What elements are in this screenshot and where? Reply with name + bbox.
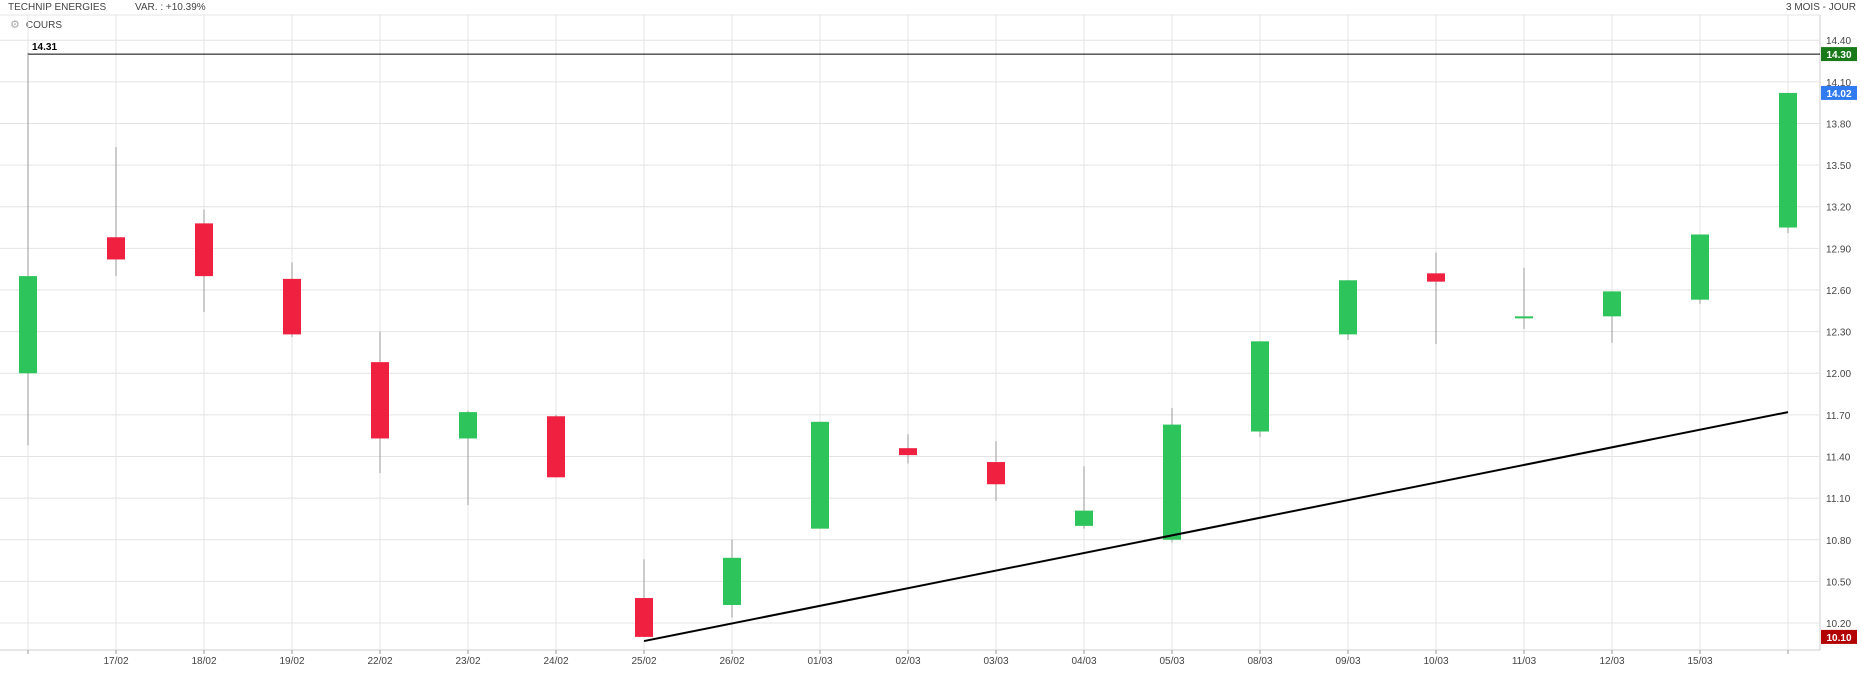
x-tick-label: 01/03 [807,656,832,667]
x-tick-label: 19/02 [279,656,304,667]
price-badge [1821,85,1857,100]
price-badges: 14.30 14.02 10.10 [1821,47,1857,644]
candle-down [1427,273,1445,282]
y-tick-label: 12.30 [1826,328,1851,339]
x-tick-label: 17/02 [103,656,128,667]
candle-down [283,278,301,335]
y-tick-label: 13.20 [1826,203,1851,214]
trendline [643,411,1789,643]
series-label: COURS [25,20,62,31]
x-tick-label: 12/03 [1599,656,1624,667]
candle-down [107,237,125,260]
candle-up [459,412,477,439]
candle-down [899,448,917,456]
y-tick-label: 12.00 [1826,369,1851,380]
price-badge [1821,47,1857,62]
x-tick-label: 18/02 [191,656,216,667]
candle-up [1779,92,1797,228]
x-tick-label: 02/03 [895,656,920,667]
gear-icon[interactable]: ⚙ [10,19,20,31]
x-tick-label: 04/03 [1071,656,1096,667]
candle-up [1691,234,1709,300]
candle-up [1339,280,1357,335]
y-tick-label: 13.50 [1826,161,1851,172]
candle-up [19,276,37,374]
x-tick-label: 22/02 [367,656,392,667]
candle-up [1163,424,1181,540]
candle-down [987,462,1005,485]
x-tick-label: 03/03 [983,656,1008,667]
y-tick-label: 13.80 [1826,119,1851,130]
y-tick-label: 12.90 [1826,244,1851,255]
candles [19,52,1797,637]
period-selector[interactable]: 3 MOIS - JOUR [1785,2,1856,13]
y-tick-label: 10.80 [1826,536,1851,547]
candle-up [723,557,741,605]
x-tick-label: 05/03 [1159,656,1184,667]
price-badge [1821,629,1857,644]
y-tick-label: 11.70 [1826,411,1851,422]
candle-down [195,223,213,277]
y-tick-label: 12.60 [1826,286,1851,297]
x-tick-label: 23/02 [455,656,480,667]
candle-down [547,416,565,478]
variation-value: VAR. : +10.39% [134,2,206,13]
x-axis: 17/02 18/02 19/02 22/02 23/02 24/02 25/02 26/02… [103,656,1712,667]
y-tick-label: 10.50 [1826,577,1851,588]
candle-down [371,362,389,439]
instrument-name: TECHNIP ENERGIES [8,2,107,13]
y-tick-label: 11.40 [1826,453,1851,464]
high-line-label: 14.31 [32,42,57,53]
y-axis: 10.20 10.50 10.80 11.10 11.40 11.70 12.00 12.30… [1826,36,1851,630]
price-badge-label: 14.30 [1826,50,1851,61]
y-tick-label: 14.10 [1826,78,1851,89]
x-tick-label: 24/02 [543,656,568,667]
chart-header: TECHNIP ENERGIES VAR. : +10.39% [8,2,232,13]
candle-up [1251,341,1269,432]
x-tick-label: 09/03 [1335,656,1360,667]
grid-layer [0,14,1821,654]
y-tick-label: 11.10 [1826,494,1851,505]
price-badge-label: 14.02 [1826,89,1851,100]
candle-up [1603,291,1621,317]
candle-up [1515,316,1533,319]
x-tick-label: 08/03 [1247,656,1272,667]
x-tick-label: 26/02 [719,656,744,667]
price-badge-label: 10.10 [1826,633,1851,644]
x-tick-label: 25/02 [631,656,656,667]
series-legend[interactable]: ⚙ COURS [10,19,62,32]
x-tick-label: 11/03 [1512,656,1537,667]
candle-up [811,421,829,529]
y-tick-label: 10.20 [1826,619,1851,630]
y-tick-label: 14.40 [1826,36,1851,47]
candle-up [1075,510,1093,526]
annotations: 14.31 [27,42,1820,643]
x-tick-label: 15/03 [1687,656,1712,667]
x-tick-label: 10/03 [1423,656,1448,667]
candle-down [635,598,653,637]
